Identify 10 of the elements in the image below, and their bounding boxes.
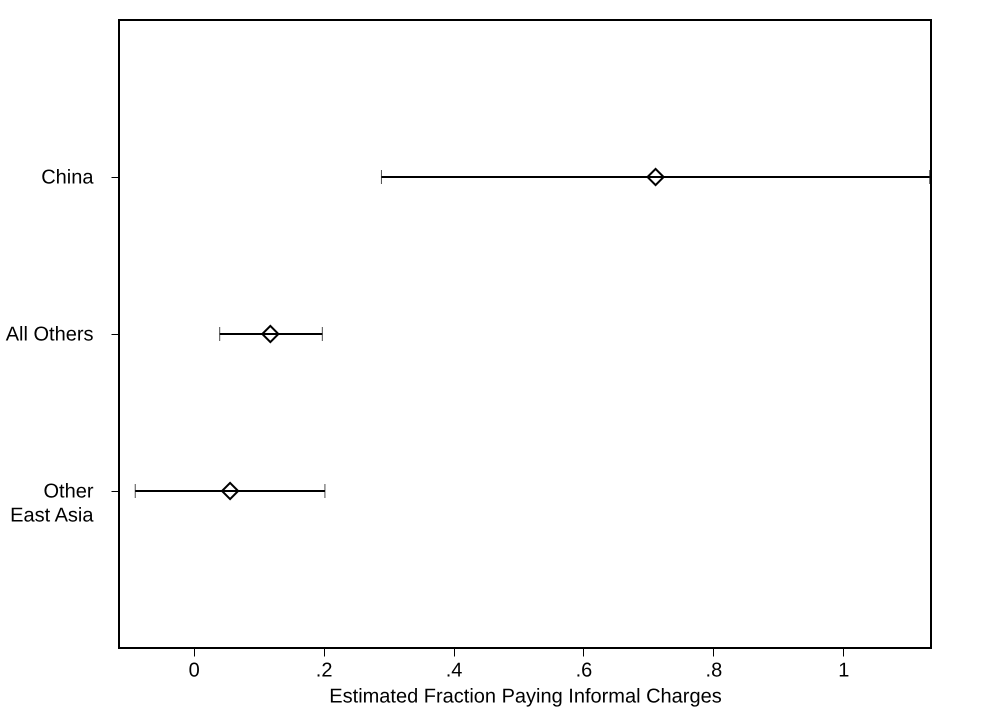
x-tick-label: 0 <box>188 660 200 682</box>
y-tick-label: All Others <box>6 324 94 346</box>
x-tick-label: .6 <box>576 660 592 682</box>
y-tick-label: China <box>41 166 94 188</box>
y-tick-label: Other East Asia <box>10 480 94 526</box>
x-tick-label: .4 <box>446 660 462 682</box>
x-axis-title: Estimated Fraction Paying Informal Charges <box>329 686 722 708</box>
x-tick-label: 1 <box>838 660 850 682</box>
x-tick-label: .2 <box>316 660 332 682</box>
x-tick-label: .8 <box>706 660 722 682</box>
